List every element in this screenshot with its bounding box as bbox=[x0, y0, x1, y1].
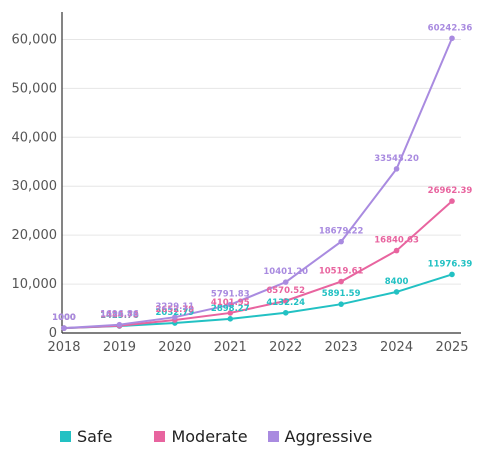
legend-label-moderate: Moderate bbox=[171, 427, 248, 446]
data-label-safe: 11976.39 bbox=[428, 259, 473, 269]
data-label-safe: 1000 bbox=[52, 313, 76, 323]
data-label-safe: 1425.76 bbox=[100, 311, 139, 321]
data-label-aggressive: 18679.22 bbox=[319, 227, 364, 237]
y-tick-label: 20,000 bbox=[12, 228, 58, 243]
y-tick-label: 40,000 bbox=[12, 130, 58, 145]
data-point-aggressive bbox=[227, 301, 234, 308]
data-point-aggressive bbox=[172, 314, 178, 321]
data-point-aggressive bbox=[61, 325, 67, 331]
data-label-aggressive: 1696.86 bbox=[100, 310, 139, 320]
data-label-moderate: 16840.63 bbox=[374, 236, 419, 246]
series-lines bbox=[63, 37, 453, 330]
data-label-aggressive: 1000 bbox=[52, 313, 76, 323]
x-tick-label: 2019 bbox=[103, 340, 136, 355]
data-point-aggressive bbox=[449, 35, 455, 42]
data-point-safe bbox=[338, 301, 344, 307]
legend-swatch-aggressive bbox=[267, 431, 279, 442]
data-point-safe bbox=[393, 289, 400, 295]
data-label-aggressive: 10401.20 bbox=[263, 267, 308, 277]
data-point-aggressive bbox=[282, 279, 289, 285]
data-point-moderate bbox=[338, 278, 344, 285]
x-tick-label: 2022 bbox=[269, 340, 302, 355]
data-label-aggressive: 5791.83 bbox=[211, 290, 250, 300]
y-tick-label: 50,000 bbox=[12, 81, 58, 96]
data-labels: 1000 1425.76 2032.79 2898.27 4132.24 5891.59 8… bbox=[52, 23, 472, 323]
x-tick-label: 2018 bbox=[47, 340, 80, 355]
data-point-moderate bbox=[282, 298, 289, 304]
x-axis-ticks: 2018 2019 2020 2021 2022 2023 2024 2025 bbox=[47, 340, 468, 355]
data-point-aggressive bbox=[338, 238, 344, 245]
data-label-moderate: 2652.79 bbox=[155, 305, 194, 315]
data-label-moderate: 4101.95 bbox=[211, 298, 250, 308]
series-points bbox=[61, 35, 455, 331]
legend-item-moderate[interactable]: Moderate bbox=[154, 427, 248, 446]
data-label-aggressive: 3229.11 bbox=[155, 302, 194, 312]
x-tick-label: 2020 bbox=[158, 340, 191, 355]
data-label-moderate: 6570.52 bbox=[266, 286, 305, 296]
data-point-safe bbox=[227, 316, 234, 322]
data-point-moderate bbox=[393, 247, 400, 254]
y-tick-label: 30,000 bbox=[12, 179, 58, 194]
data-label-moderate: 26962.39 bbox=[428, 186, 473, 196]
data-label-aggressive: 33545.20 bbox=[374, 154, 419, 164]
legend-swatch-safe bbox=[60, 431, 71, 442]
axes bbox=[61, 12, 461, 334]
legend-label-aggressive: Aggressive bbox=[284, 427, 373, 446]
y-tick-label: 10,000 bbox=[12, 277, 58, 292]
x-tick-label: 2021 bbox=[214, 340, 247, 355]
y-tick-label: 0 bbox=[49, 326, 57, 341]
data-label-safe: 8400 bbox=[385, 277, 409, 287]
data-label-aggressive: 60242.36 bbox=[428, 23, 473, 33]
data-point-aggressive bbox=[116, 321, 123, 328]
y-axis-ticks: 0 10,000 20,000 30,000 40,000 50,000 60,000 bbox=[12, 32, 58, 341]
data-point-moderate bbox=[449, 198, 455, 204]
data-label-moderate: 1000 bbox=[52, 313, 76, 323]
series-line-aggressive bbox=[63, 37, 453, 330]
y-tick-label: 60,000 bbox=[12, 32, 58, 47]
series-line-moderate bbox=[63, 200, 453, 330]
data-point-aggressive bbox=[393, 166, 400, 172]
data-label-safe: 2898.27 bbox=[211, 304, 250, 314]
data-point-moderate bbox=[227, 310, 234, 316]
data-label-moderate: 10519.61 bbox=[319, 267, 364, 277]
data-point-safe bbox=[282, 309, 289, 316]
x-tick-label: 2024 bbox=[380, 340, 413, 355]
gridlines bbox=[62, 38, 461, 285]
legend-item-aggressive[interactable]: Aggressive bbox=[267, 427, 373, 446]
x-tick-label: 2025 bbox=[435, 340, 468, 355]
data-label-safe: 5891.59 bbox=[322, 289, 361, 299]
legend: Safe Moderate Aggressive bbox=[60, 427, 392, 446]
x-tick-label: 2023 bbox=[325, 340, 358, 355]
data-point-safe bbox=[449, 271, 455, 278]
data-label-moderate: 1484.73 bbox=[100, 311, 139, 321]
data-label-safe: 4132.24 bbox=[266, 298, 305, 308]
data-label-safe: 2032.79 bbox=[155, 308, 194, 318]
legend-swatch-moderate bbox=[154, 431, 166, 442]
legend-item-safe[interactable]: Safe bbox=[60, 427, 112, 446]
legend-label-safe: Safe bbox=[77, 427, 113, 446]
